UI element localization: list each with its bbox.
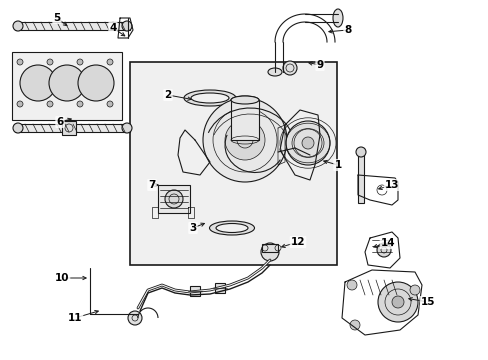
- Circle shape: [49, 65, 85, 101]
- Circle shape: [346, 280, 356, 290]
- Text: 15: 15: [420, 297, 434, 307]
- Circle shape: [78, 65, 114, 101]
- Circle shape: [377, 282, 417, 322]
- Text: 3: 3: [189, 223, 196, 233]
- Text: 11: 11: [68, 313, 82, 323]
- Ellipse shape: [230, 96, 259, 104]
- Text: 7: 7: [148, 180, 155, 190]
- Bar: [130, 62, 336, 265]
- Circle shape: [47, 59, 53, 65]
- Bar: [12, 52, 122, 120]
- Ellipse shape: [183, 90, 236, 106]
- Text: 9: 9: [316, 60, 323, 70]
- Ellipse shape: [332, 9, 342, 27]
- Circle shape: [285, 121, 329, 165]
- Circle shape: [13, 123, 23, 133]
- Bar: [15, 22, 130, 30]
- Circle shape: [122, 123, 132, 133]
- Circle shape: [107, 101, 113, 107]
- Circle shape: [122, 21, 132, 31]
- Circle shape: [77, 59, 83, 65]
- Circle shape: [349, 320, 359, 330]
- Circle shape: [20, 65, 56, 101]
- Circle shape: [261, 243, 279, 261]
- Bar: [158, 185, 190, 213]
- Bar: [230, 100, 259, 140]
- Circle shape: [391, 296, 403, 308]
- Text: 14: 14: [380, 238, 394, 248]
- Circle shape: [283, 61, 296, 75]
- Circle shape: [376, 243, 390, 257]
- Circle shape: [17, 101, 23, 107]
- Circle shape: [47, 101, 53, 107]
- Text: 13: 13: [384, 180, 398, 190]
- Bar: [215, 283, 224, 293]
- Circle shape: [77, 101, 83, 107]
- Ellipse shape: [209, 221, 254, 235]
- Text: 5: 5: [53, 13, 61, 23]
- Ellipse shape: [230, 96, 259, 104]
- Circle shape: [409, 285, 419, 295]
- Bar: [357, 148, 363, 203]
- Circle shape: [203, 98, 286, 182]
- Circle shape: [128, 311, 142, 325]
- Circle shape: [13, 21, 23, 31]
- Bar: [15, 124, 130, 132]
- Text: 12: 12: [290, 237, 305, 247]
- Text: 10: 10: [55, 273, 69, 283]
- Circle shape: [17, 59, 23, 65]
- Ellipse shape: [267, 68, 282, 76]
- Circle shape: [302, 137, 313, 149]
- Circle shape: [355, 147, 365, 157]
- Ellipse shape: [216, 224, 247, 233]
- Text: 1: 1: [334, 160, 341, 170]
- Bar: [262, 244, 278, 252]
- Bar: [62, 121, 76, 135]
- Text: 8: 8: [344, 25, 351, 35]
- Circle shape: [164, 190, 183, 208]
- Bar: [190, 286, 200, 296]
- Text: 4: 4: [109, 23, 117, 33]
- Text: 2: 2: [164, 90, 171, 100]
- Ellipse shape: [191, 93, 228, 103]
- Circle shape: [224, 120, 264, 160]
- Circle shape: [107, 59, 113, 65]
- Text: 6: 6: [56, 117, 63, 127]
